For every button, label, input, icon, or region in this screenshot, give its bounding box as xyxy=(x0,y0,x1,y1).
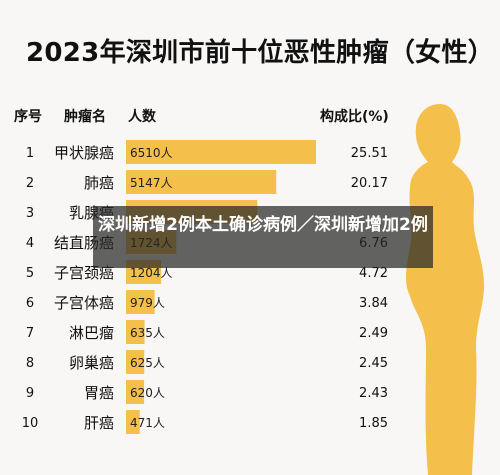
chart-title: 2023年深圳市前十位恶性肿瘤（女性） xyxy=(26,38,495,68)
category-label: 甲状腺癌 xyxy=(54,144,114,162)
rank-label: 8 xyxy=(26,356,34,371)
news-overlay-banner: 深圳新增2例本土确诊病例／深圳新增加2例 xyxy=(93,206,433,268)
bar xyxy=(126,170,277,194)
ratio-label: 2.43 xyxy=(359,386,388,401)
rank-label: 9 xyxy=(26,386,34,401)
bar xyxy=(126,320,145,344)
value-label: 5147人 xyxy=(130,176,173,190)
value-label: 635人 xyxy=(130,326,165,340)
category-label: 胃癌 xyxy=(84,384,114,402)
ratio-label: 25.51 xyxy=(351,146,388,161)
bar xyxy=(126,410,140,434)
rank-label: 3 xyxy=(26,206,34,221)
header-count: 人数 xyxy=(128,109,156,125)
header-cancer: 肿瘤名 xyxy=(64,109,106,125)
bar xyxy=(126,380,145,404)
ratio-label: 3.84 xyxy=(359,296,388,311)
bar xyxy=(126,350,145,374)
value-label: 620人 xyxy=(130,386,165,400)
ratio-label: 4.72 xyxy=(359,266,388,281)
bar xyxy=(126,290,155,314)
ratio-label: 2.45 xyxy=(359,356,388,371)
rank-label: 1 xyxy=(26,146,34,161)
header-ratio: 构成比(%) xyxy=(320,109,389,125)
value-label: 471人 xyxy=(130,416,165,430)
rank-label: 5 xyxy=(26,266,34,281)
value-label: 6510人 xyxy=(130,146,173,160)
ratio-label: 1.85 xyxy=(359,416,388,431)
rank-label: 2 xyxy=(26,176,34,191)
category-label: 淋巴瘤 xyxy=(69,324,114,342)
value-label: 979人 xyxy=(130,296,165,310)
category-label: 卵巢癌 xyxy=(69,354,114,372)
rank-label: 7 xyxy=(26,326,34,341)
rank-label: 6 xyxy=(26,296,34,311)
female-silhouette-icon xyxy=(406,104,484,475)
ratio-label: 2.49 xyxy=(359,326,388,341)
ratio-label: 20.17 xyxy=(351,176,388,191)
bar xyxy=(126,140,316,164)
category-label: 肝癌 xyxy=(84,414,114,432)
value-label: 625人 xyxy=(130,356,165,370)
header-rank: 序号 xyxy=(14,109,42,125)
category-label: 肺癌 xyxy=(84,174,114,192)
category-label: 子宫颈癌 xyxy=(54,264,114,282)
rank-label: 4 xyxy=(26,236,34,251)
category-label: 子宫体癌 xyxy=(54,294,114,312)
rank-label: 10 xyxy=(22,416,39,431)
value-label: 1204人 xyxy=(130,266,173,280)
